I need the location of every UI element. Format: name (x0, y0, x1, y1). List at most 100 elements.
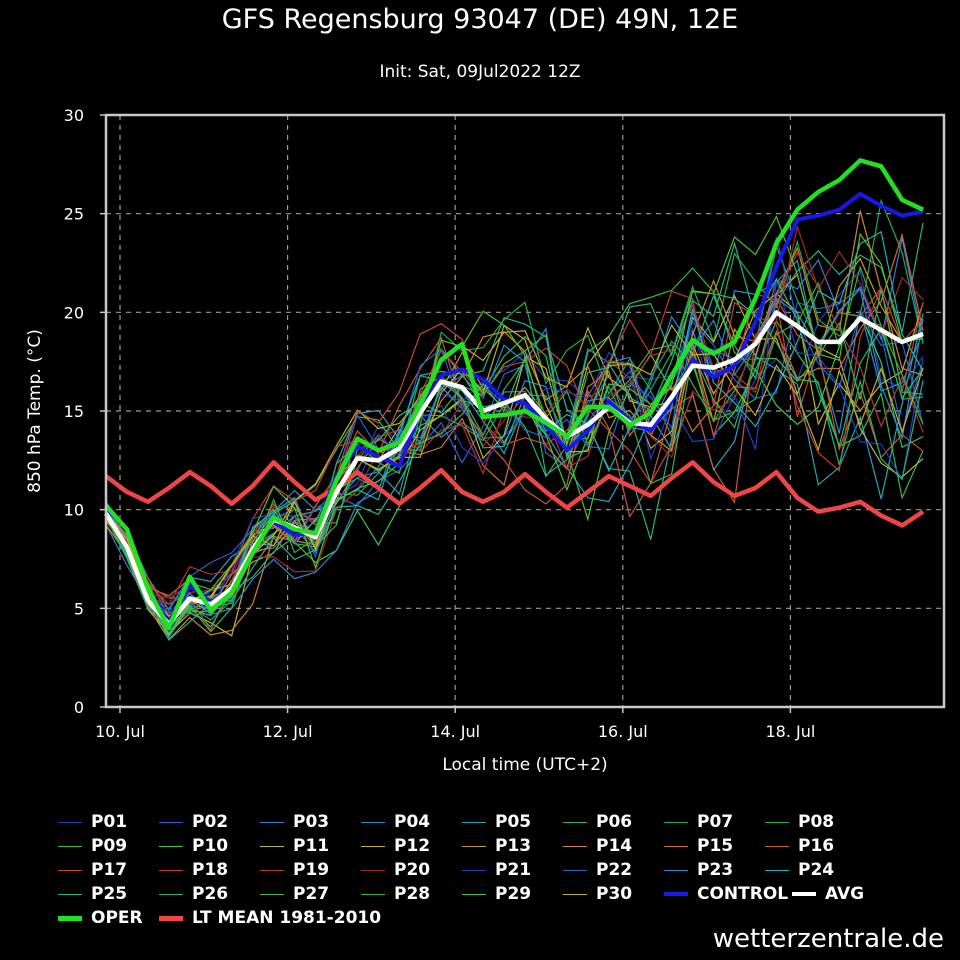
legend-label: P12 (394, 836, 431, 856)
x-tick-label: 14. Jul (430, 722, 480, 741)
legend-item-p22: P22 (563, 860, 664, 880)
legend-item-p09: P09 (58, 836, 159, 856)
x-tick-label: 10. Jul (95, 722, 145, 741)
legend-swatch (58, 821, 82, 823)
legend-swatch (664, 821, 688, 823)
legend-item-p04: P04 (361, 812, 462, 832)
chart-plot: 0 5 10 15 20 25 30 10. Jul 12. Jul 14. Jul 16. Jul… (25, 106, 946, 775)
legend-label: P10 (192, 836, 229, 856)
legend-item-p15: P15 (664, 836, 765, 856)
legend-label: P05 (495, 812, 532, 832)
legend-swatch (765, 821, 789, 823)
legend-swatch (361, 845, 385, 847)
legend-item-p28: P28 (361, 884, 462, 904)
legend-swatch (159, 869, 183, 871)
legend-item-lt-mean: LT MEAN 1981-2010 (159, 908, 419, 928)
x-tick-label: 18. Jul (765, 722, 815, 741)
legend-item-control: CONTROL (664, 884, 792, 904)
legend-label: P13 (495, 836, 532, 856)
ensemble-member-P22 (105, 237, 924, 610)
y-tick-label: 30 (64, 106, 84, 125)
legend-swatch (765, 845, 789, 847)
legend-label: P09 (91, 836, 128, 856)
legend-swatch (260, 845, 284, 847)
legend-item-p20: P20 (361, 860, 462, 880)
legend-row: P09 P10 P11 P12 P13 P14 P15 P16 (58, 834, 938, 858)
legend-swatch (159, 845, 183, 847)
ensemble-member-P18 (105, 286, 924, 606)
legend-swatch (58, 869, 82, 871)
legend-swatch (361, 821, 385, 823)
legend-label: P03 (293, 812, 330, 832)
legend-label: P17 (91, 860, 128, 880)
legend-row: P25 P26 P27 P28 P29 P30 CONTROL AVG (58, 882, 938, 906)
legend-item-p21: P21 (462, 860, 563, 880)
legend-label: P07 (697, 812, 734, 832)
legend-label: P18 (192, 860, 229, 880)
y-tick-label: 10 (64, 501, 84, 520)
legend-label: P02 (192, 812, 229, 832)
legend-item-p07: P07 (664, 812, 765, 832)
legend-label: LT MEAN 1981-2010 (192, 908, 382, 928)
legend-swatch (563, 893, 587, 895)
legend-label: P25 (91, 884, 128, 904)
legend-item-p10: P10 (159, 836, 260, 856)
y-tick-label: 25 (64, 205, 84, 224)
legend-item-p12: P12 (361, 836, 462, 856)
legend-swatch (462, 893, 486, 895)
legend: P01 P02 P03 P04 P05 P06 P07 P08 P09 P10 P11 P12 P13 P… (58, 810, 938, 930)
legend-item-p05: P05 (462, 812, 563, 832)
legend-label: AVG (825, 884, 865, 904)
ensemble-member-P08 (105, 239, 924, 624)
legend-swatch (159, 821, 183, 823)
y-tick-label: 0 (74, 698, 84, 717)
y-tick-label: 5 (74, 599, 84, 618)
legend-label: P04 (394, 812, 431, 832)
legend-swatch (792, 892, 816, 896)
legend-label: P28 (394, 884, 431, 904)
legend-item-p25: P25 (58, 884, 159, 904)
legend-item-p14: P14 (563, 836, 664, 856)
legend-swatch (563, 821, 587, 823)
legend-label: P01 (91, 812, 128, 832)
series-lt-mean (104, 460, 925, 528)
legend-swatch (765, 869, 789, 871)
legend-item-p18: P18 (159, 860, 260, 880)
legend-swatch (563, 845, 587, 847)
legend-item-p23: P23 (664, 860, 765, 880)
x-tick-label: 16. Jul (598, 722, 648, 741)
x-tick-label: 12. Jul (263, 722, 313, 741)
legend-swatch (260, 893, 284, 895)
legend-item-p26: P26 (159, 884, 260, 904)
legend-item-p13: P13 (462, 836, 563, 856)
legend-label: P16 (798, 836, 835, 856)
legend-label: P24 (798, 860, 835, 880)
legend-label: P26 (192, 884, 229, 904)
legend-item-p03: P03 (260, 812, 361, 832)
legend-swatch (159, 915, 183, 921)
legend-swatch (361, 869, 385, 871)
legend-swatch (361, 893, 385, 895)
legend-item-p24: P24 (765, 860, 866, 880)
legend-swatch (462, 869, 486, 871)
legend-swatch (462, 845, 486, 847)
legend-item-p02: P02 (159, 812, 260, 832)
watermark: wetterzentrale.de (712, 924, 944, 954)
legend-label: P19 (293, 860, 330, 880)
ensemble-member-P02 (105, 286, 924, 634)
legend-swatch (462, 821, 486, 823)
ensemble-member-P14 (105, 210, 924, 641)
legend-swatch (58, 893, 82, 895)
legend-label: P21 (495, 860, 532, 880)
legend-swatch (159, 893, 183, 895)
legend-swatch (664, 892, 688, 896)
legend-label: P30 (596, 884, 633, 904)
legend-label: P29 (495, 884, 532, 904)
ensemble-member-P24 (105, 230, 924, 631)
legend-label: P20 (394, 860, 431, 880)
legend-label: OPER (91, 908, 143, 928)
ensemble-member-P23 (105, 287, 924, 623)
legend-label: P22 (596, 860, 633, 880)
chart-title: GFS Regensburg 93047 (DE) 49N, 12E (221, 4, 739, 35)
legend-swatch (664, 845, 688, 847)
